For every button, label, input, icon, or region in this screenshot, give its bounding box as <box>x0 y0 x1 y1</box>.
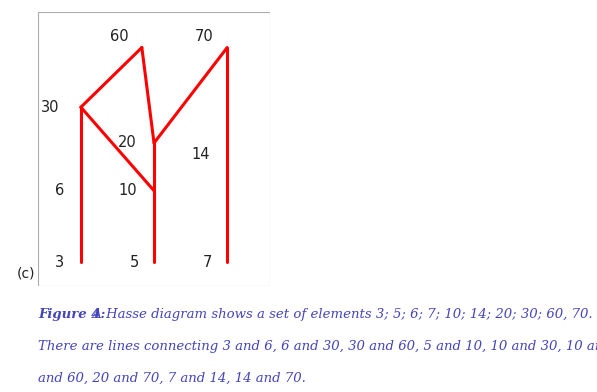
Text: 70: 70 <box>195 29 214 44</box>
Text: (c): (c) <box>17 266 35 280</box>
Text: A Hasse diagram shows a set of elements 3; 5; 6; 7; 10; 14; 20; 30; 60, 70.: A Hasse diagram shows a set of elements … <box>88 308 592 321</box>
Text: 6: 6 <box>54 183 64 198</box>
Text: and 60, 20 and 70, 7 and 14, 14 and 70.: and 60, 20 and 70, 7 and 14, 14 and 70. <box>38 372 306 385</box>
Text: 5: 5 <box>130 255 139 270</box>
Text: There are lines connecting 3 and 6, 6 and 30, 30 and 60, 5 and 10, 10 and 30, 10: There are lines connecting 3 and 6, 6 an… <box>38 340 597 353</box>
Text: 30: 30 <box>41 100 60 115</box>
Text: Figure 4:: Figure 4: <box>38 308 106 321</box>
Text: 60: 60 <box>110 29 128 44</box>
Text: 3: 3 <box>55 255 64 270</box>
Text: 20: 20 <box>118 136 137 151</box>
Text: 14: 14 <box>192 147 210 162</box>
Text: 7: 7 <box>202 255 212 270</box>
Text: 10: 10 <box>118 183 137 198</box>
